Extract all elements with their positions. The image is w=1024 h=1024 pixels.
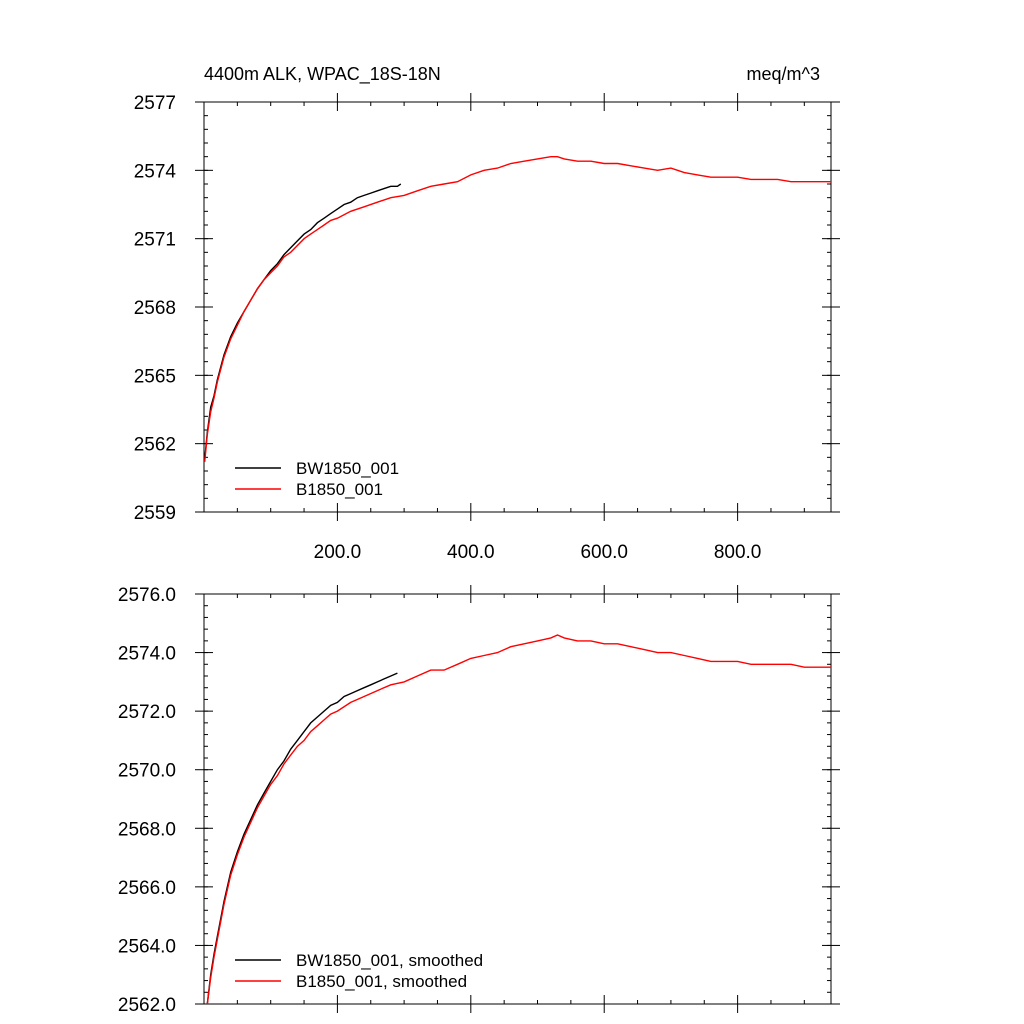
bottom-legend-label-2: B1850_001, smoothed <box>296 972 467 991</box>
top-legend-label-1: BW1850_001 <box>296 459 399 478</box>
top-y-tick-label: 2571 <box>134 230 176 251</box>
top-y-tick-label: 2574 <box>134 161 177 182</box>
top-y-tick-label: 2559 <box>134 503 176 524</box>
top-series-line-1 <box>204 183 402 460</box>
top-series-line-2 <box>204 155 831 462</box>
top-x-tick-label: 800.0 <box>714 542 762 563</box>
top-y-tick-label: 2568 <box>134 298 176 319</box>
bottom-series-line-1 <box>206 672 398 1004</box>
top-y-tick-label: 2577 <box>134 93 176 114</box>
bottom-plot-frame <box>203 593 832 1005</box>
bottom-series-line-2 <box>206 634 831 1004</box>
bottom-panel: 2562.0 2564.0 2566.0 2568.0 2570.0 2572.0 2574… <box>118 585 840 1016</box>
bottom-y-tick-label: 2568.0 <box>118 819 176 840</box>
top-x-tick-label: 400.0 <box>447 542 495 563</box>
top-panel-units: meq/m^3 <box>747 64 820 84</box>
top-x-tick-label: 200.0 <box>314 542 362 563</box>
bottom-y-tick-label: 2562.0 <box>118 995 176 1016</box>
bottom-y-tick-label: 2566.0 <box>118 878 176 899</box>
top-x-tick-label: 600.0 <box>580 542 628 563</box>
bottom-y-tick-label: 2576.0 <box>118 585 176 606</box>
top-panel-title: 4400m ALK, WPAC_18S-18N <box>204 64 441 85</box>
bottom-y-tick-label: 2572.0 <box>118 702 176 723</box>
top-y-tick-label: 2565 <box>134 366 176 387</box>
bottom-legend-label-1: BW1850_001, smoothed <box>296 951 483 970</box>
bottom-y-tick-label: 2574.0 <box>118 644 176 665</box>
top-panel: 4400m ALK, WPAC_18S-18N meq/m^3 200.0 400… <box>134 64 840 563</box>
top-legend-label-2: B1850_001 <box>296 480 383 499</box>
top-y-tick-label: 2562 <box>134 435 176 456</box>
top-plot-frame <box>203 101 832 513</box>
bottom-y-tick-label: 2570.0 <box>118 761 176 782</box>
bottom-y-tick-label: 2564.0 <box>118 936 176 957</box>
